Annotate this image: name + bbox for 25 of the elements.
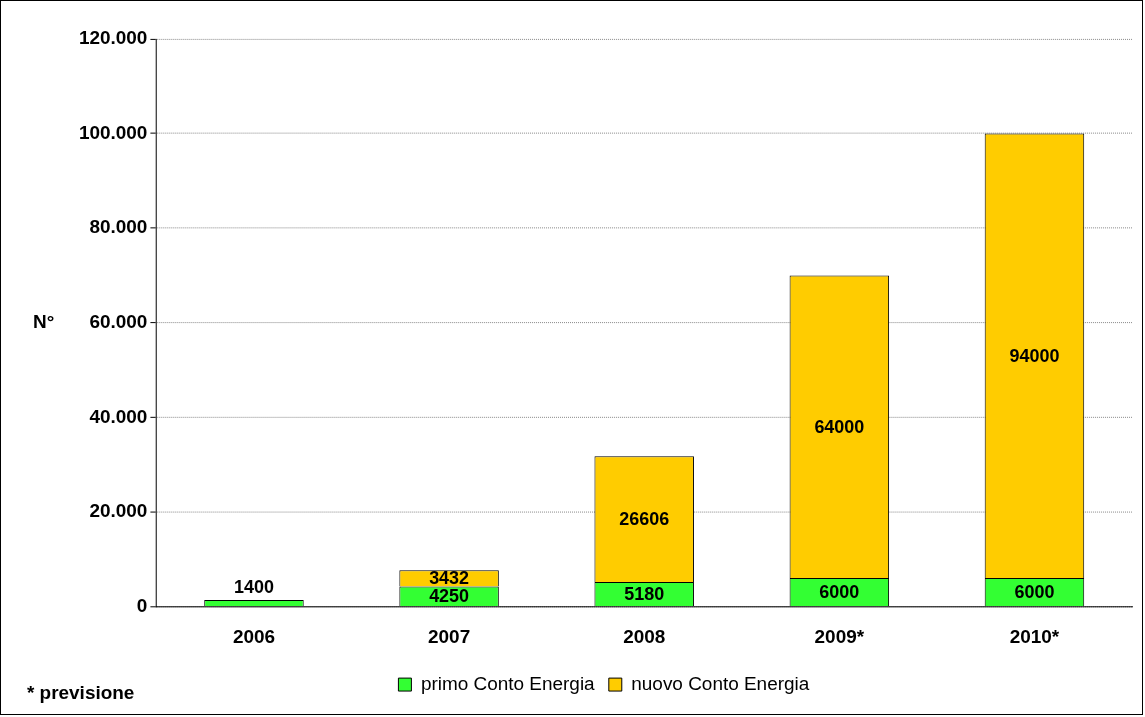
y-tick-label: 40.000 [89, 405, 148, 427]
data-label: 6000 [819, 582, 860, 603]
x-tick-label: 2007 [428, 626, 471, 648]
data-label: 64000 [814, 416, 865, 437]
x-tick-label: 2009* [814, 626, 865, 648]
legend-label: primo Conto Energia [420, 672, 596, 694]
y-tick-label: 120.000 [78, 27, 148, 49]
data-label: 6000 [1014, 582, 1055, 603]
y-tick-label: 60.000 [89, 310, 148, 332]
data-label: 1400 [234, 576, 274, 597]
data-label: 26606 [619, 509, 670, 530]
x-tick-label: 2006 [232, 626, 276, 648]
data-label: 5180 [624, 583, 665, 604]
data-label: 4250 [429, 586, 470, 607]
y-tick-label: 20.000 [89, 500, 148, 522]
y-tick-label: 0 [136, 594, 148, 616]
y-axis-title: N° [32, 310, 55, 332]
legend-label: nuovo Conto Energia [631, 672, 810, 694]
data-label: 3432 [429, 568, 470, 589]
y-tick-label: 80.000 [89, 216, 148, 238]
x-tick-label: 2010* [1009, 626, 1060, 648]
text: * previsione [26, 682, 135, 704]
y-tick-label: 100.000 [78, 121, 148, 143]
x-tick-label: 2008 [623, 626, 666, 648]
data-label: 94000 [1009, 345, 1060, 366]
